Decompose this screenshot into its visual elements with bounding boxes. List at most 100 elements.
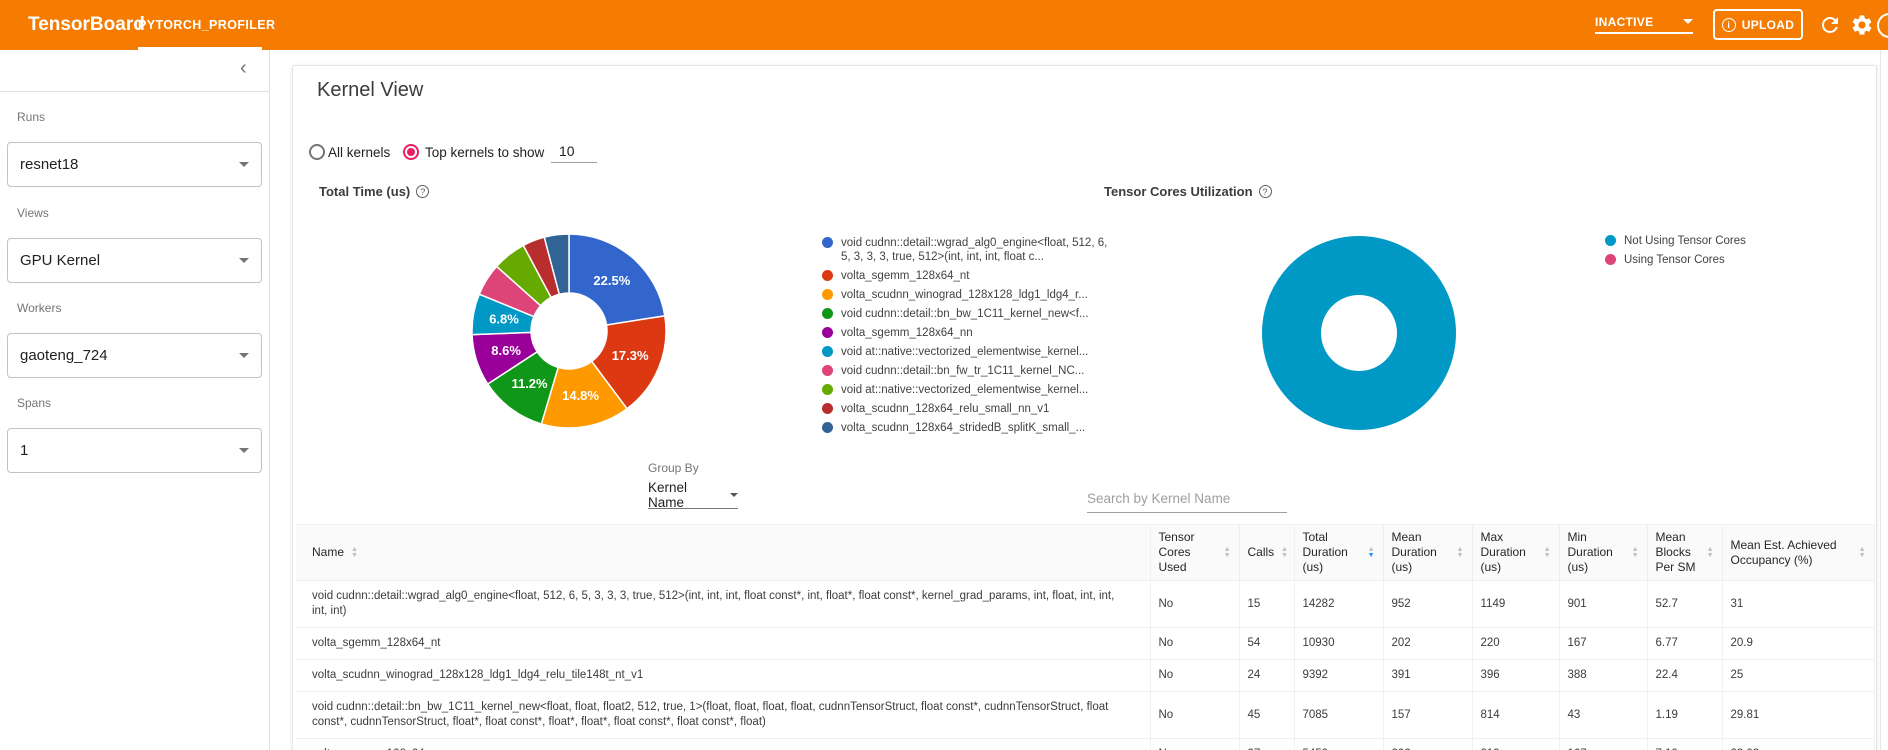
cell: 167: [1559, 738, 1648, 750]
tensor-cores-chart-title: Tensor Cores Utilization ?: [1104, 184, 1272, 199]
cell: 24: [1239, 659, 1295, 692]
column-header[interactable]: Min Duration (us) ▲ ▼: [1559, 524, 1648, 581]
column-header-label: Mean Blocks Per SM: [1655, 530, 1696, 574]
table-row: void cudnn::detail::wgrad_alg0_engine<fl…: [296, 580, 1875, 628]
cell: 23.93: [1722, 738, 1875, 750]
spans-select[interactable]: 1: [7, 428, 262, 473]
cell: No: [1150, 691, 1240, 739]
table-header-row: Name ▲ ▼ Tensor Cores Used ▲ ▼ Calls ▲ ▼ Total Du…: [296, 524, 1875, 581]
legend-label: volta_scudnn_128x64_relu_small_nn_v1: [841, 403, 1050, 415]
reload-status-select[interactable]: INACTIVE: [1595, 11, 1693, 34]
runs-select-value: resnet18: [20, 156, 79, 173]
chevron-down-icon: [239, 258, 249, 263]
cell: 20.9: [1722, 627, 1875, 660]
upload-button[interactable]: i UPLOAD: [1713, 9, 1803, 40]
kernel-search-input[interactable]: [1087, 485, 1287, 513]
tab-pytorch-profiler[interactable]: PYTORCH_PROFILER: [138, 0, 275, 50]
legend-color-dot: [822, 365, 833, 376]
sort-icon[interactable]: ▲ ▼: [1367, 545, 1375, 559]
legend-item: Not Using Tensor Cores: [1605, 234, 1888, 248]
legend-color-dot: [1605, 235, 1616, 246]
column-header[interactable]: Total Duration (us) ▲ ▼: [1294, 524, 1384, 581]
views-select-value: GPU Kernel: [20, 252, 101, 269]
column-header[interactable]: Max Duration (us) ▲ ▼: [1472, 524, 1560, 581]
sort-icon[interactable]: ▲ ▼: [1631, 545, 1639, 559]
radio-top-kernels[interactable]: [403, 144, 419, 160]
column-header-label: Max Duration (us): [1480, 530, 1526, 574]
sort-icon[interactable]: ▲ ▼: [1706, 545, 1714, 559]
cell: 15: [1239, 580, 1295, 628]
column-header[interactable]: Mean Est. Achieved Occupancy (%) ▲ ▼: [1722, 524, 1875, 581]
column-header-label: Min Duration (us): [1567, 530, 1613, 574]
upload-button-label: UPLOAD: [1741, 17, 1795, 32]
tensorboard-logo: TensorBoard: [28, 14, 145, 35]
views-label: Views: [17, 206, 49, 220]
spans-select-value: 1: [20, 442, 29, 459]
cell: 43: [1559, 691, 1648, 739]
sort-icon[interactable]: ▲ ▼: [351, 545, 358, 559]
help-icon[interactable]: [1877, 13, 1888, 38]
help-icon[interactable]: ?: [416, 185, 430, 198]
pie-percent-label: 6.8%: [489, 311, 519, 326]
column-header[interactable]: Tensor Cores Used ▲ ▼: [1150, 524, 1240, 581]
column-header-label: Total Duration (us): [1302, 530, 1348, 574]
column-header[interactable]: Calls ▲ ▼: [1239, 524, 1295, 581]
legend-color-dot: [822, 422, 833, 433]
radio-top-kernels-label: Top kernels to show: [425, 145, 545, 160]
group-by-select[interactable]: Kernel Name: [648, 479, 738, 510]
legend-label: Using Tensor Cores: [1624, 254, 1725, 266]
pie-slice[interactable]: [568, 233, 666, 326]
cell: 901: [1559, 580, 1648, 628]
legend-item: volta_scudnn_winograd_128x128_ldg1_ldg4_…: [822, 288, 1112, 302]
pie-percent-label: 17.3%: [612, 348, 649, 363]
chevron-down-icon: [730, 492, 738, 497]
runs-select[interactable]: resnet18: [7, 142, 262, 187]
cell: 1149: [1472, 580, 1560, 628]
sort-icon[interactable]: ▲ ▼: [1456, 545, 1464, 559]
radio-all-kernels[interactable]: [309, 144, 325, 160]
sort-icon[interactable]: ▲ ▼: [1858, 545, 1866, 559]
legend-item: void cudnn::detail::wgrad_alg0_engine<fl…: [822, 236, 1112, 264]
scrollbar[interactable]: [1880, 50, 1881, 750]
kernel-view-card: Kernel View All kernels Top kernels to s…: [292, 65, 1877, 750]
sort-icon[interactable]: ▲ ▼: [1543, 545, 1551, 559]
cell: 6.77: [1647, 627, 1723, 660]
legend-label: volta_scudnn_128x64_stridedB_splitK_smal…: [841, 422, 1086, 434]
gear-icon[interactable]: [1850, 13, 1874, 37]
legend-item: volta_scudnn_128x64_stridedB_splitK_smal…: [822, 421, 1112, 435]
group-by-value: Kernel Name: [648, 479, 688, 510]
column-header[interactable]: Name ▲ ▼: [296, 524, 1151, 581]
cell: 45: [1239, 691, 1295, 739]
total-time-pie-legend: void cudnn::detail::wgrad_alg0_engine<fl…: [822, 236, 1112, 440]
top-kernels-count-input[interactable]: [551, 139, 597, 163]
column-header[interactable]: Mean Duration (us) ▲ ▼: [1383, 524, 1473, 581]
legend-item: volta_scudnn_128x64_relu_small_nn_v1: [822, 402, 1112, 416]
legend-label: void cudnn::detail::wgrad_alg0_engine<fl…: [841, 237, 1108, 263]
total-time-pie-chart: 22.5% 17.3% 14.8% 11.2% 8.6% 6.8%: [471, 233, 667, 429]
help-icon[interactable]: ?: [1258, 185, 1272, 198]
column-header[interactable]: Mean Blocks Per SM ▲ ▼: [1647, 524, 1723, 581]
chevron-down-icon: [239, 162, 249, 167]
cell: 52.7: [1647, 580, 1723, 628]
pie-slice[interactable]: [543, 233, 570, 296]
legend-label: volta_scudnn_winograd_128x128_ldg1_ldg4_…: [841, 289, 1088, 301]
kernel-name-cell: volta_sgemm_128x64_nn: [296, 738, 1151, 750]
refresh-icon[interactable]: [1818, 13, 1842, 37]
cell: 202: [1383, 738, 1473, 750]
cell: No: [1150, 580, 1240, 628]
sort-icon[interactable]: ▲ ▼: [1223, 545, 1231, 559]
views-select[interactable]: GPU Kernel: [7, 238, 262, 283]
cell: 14282: [1294, 580, 1384, 628]
legend-color-dot: [822, 346, 833, 357]
workers-select[interactable]: gaoteng_724: [7, 333, 262, 378]
sort-icon[interactable]: ▲ ▼: [1281, 545, 1289, 559]
legend-item: volta_sgemm_128x64_nn: [822, 326, 1112, 340]
legend-item: void cudnn::detail::bn_fw_tr_1C11_kernel…: [822, 364, 1112, 378]
chevron-down-icon: [239, 448, 249, 453]
sidebar-collapse-chevron-icon[interactable]: ‹: [240, 57, 247, 79]
cell: 814: [1472, 691, 1560, 739]
pie-percent-label: 8.6%: [491, 343, 521, 358]
kernel-name-cell: volta_sgemm_128x64_nt: [296, 627, 1151, 660]
cell: 157: [1383, 691, 1473, 739]
kernel-name-cell: void cudnn::detail::wgrad_alg0_engine<fl…: [296, 580, 1151, 628]
